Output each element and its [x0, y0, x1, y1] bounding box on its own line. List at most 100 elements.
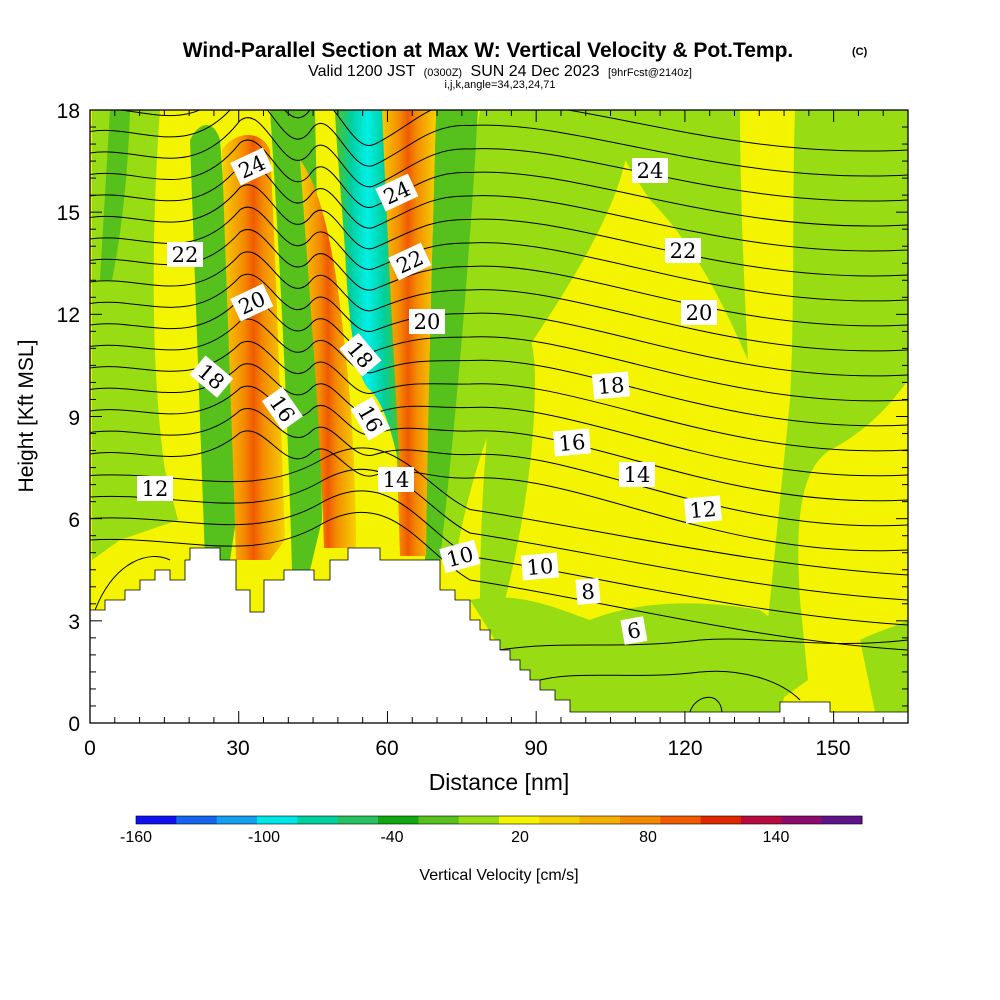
colorbar-tick-labels: -160 -100 -40 20 80 140 [120, 829, 789, 846]
contour-label: 16 [552, 428, 591, 457]
colorbar-swatch [499, 816, 540, 824]
contour-label-box [261, 386, 303, 431]
colorbar-swatch [539, 816, 581, 824]
theta-contour [90, 184, 908, 277]
weak-velocity-region [760, 110, 908, 700]
x-tick-label: 90 [524, 737, 547, 760]
x-tick-label: 120 [667, 737, 702, 760]
colorbar-tick-label: 140 [763, 829, 790, 846]
contour-label-box [591, 371, 630, 400]
updraft-region [380, 110, 436, 556]
plot-area [90, 110, 908, 723]
x-tick-label: 0 [84, 737, 96, 760]
colorbar-swatch [418, 816, 460, 824]
contour-label: 10 [520, 552, 559, 581]
contour-label-text: 8 [580, 579, 595, 604]
contour-label-box [665, 238, 701, 263]
theta-contour [90, 385, 908, 502]
y-tick-label: 3 [68, 611, 80, 634]
colorbar-swatch [458, 816, 500, 824]
contour-label-box [619, 462, 655, 487]
updraft-region [222, 135, 285, 560]
chart-subtitle-indices: i,j,k,angle=34,23,24,71 [444, 79, 555, 91]
terrain-mask [90, 547, 908, 723]
contour-label-text: 14 [383, 468, 410, 492]
x-tick-label: 60 [375, 737, 398, 760]
y-tick-labels: 0 3 6 9 12 15 18 [57, 100, 80, 736]
contour-label-box [230, 147, 274, 186]
contour-label: 14 [619, 462, 655, 487]
contour-label-box [378, 467, 414, 492]
contour-label-box [520, 552, 559, 581]
x-tick-label: 30 [226, 737, 249, 760]
contour-label-box [350, 396, 391, 441]
theta-contour [90, 110, 908, 152]
contour-label-box [137, 476, 173, 501]
colorbar-swatch [216, 816, 258, 824]
colorbar-swatch [781, 816, 823, 824]
contour-label-text: 10 [526, 554, 555, 580]
contour-label-text: 24 [637, 159, 664, 183]
colorbar-tick-label: 80 [639, 829, 657, 846]
colorbar-swatch [821, 816, 863, 824]
colorbar-tick-label: -160 [120, 829, 152, 846]
colorbar-tick-label: 20 [511, 829, 529, 846]
contour-label-box [230, 283, 274, 322]
chart-title-block: Wind-Parallel Section at Max W: Vertical… [183, 39, 868, 91]
colorbar-swatch [579, 816, 621, 824]
y-axis-label: Height [Kft MSL] [15, 340, 38, 493]
colorbar-swatch [378, 816, 419, 824]
colorbar-label: Vertical Velocity [cm/s] [419, 867, 578, 884]
contour-label: 24 [632, 158, 668, 183]
contour-label-text: 12 [689, 497, 718, 523]
contour-label-box [439, 539, 481, 574]
colorbar-swatch [297, 816, 339, 824]
contour-label: 12 [683, 495, 722, 524]
theta-contour [90, 430, 908, 552]
contour-label: 20 [409, 309, 445, 334]
y-tick-label: 15 [57, 202, 80, 225]
contour-label: 14 [378, 467, 414, 492]
y-tick-label: 0 [68, 713, 80, 736]
axis-ticks [89, 109, 909, 724]
contour-label-box [167, 242, 203, 267]
contour-label-text: 6 [625, 618, 642, 644]
contour-label-box [339, 332, 382, 377]
theta-contour [90, 162, 908, 252]
contour-label: 8 [575, 578, 601, 605]
colorbar-swatch [700, 816, 742, 824]
colorbar-swatch [176, 816, 218, 824]
chart-title: Wind-Parallel Section at Max W: Vertical… [183, 39, 794, 62]
theta-contour [499, 638, 908, 651]
colorbar-tick-label: -100 [248, 829, 280, 846]
contour-label-box [189, 355, 234, 398]
contour-label-box [388, 242, 432, 281]
contour-label: 18 [591, 371, 630, 400]
colorbar-swatch [620, 816, 661, 824]
contour-label-box [575, 578, 601, 605]
theta-contour [90, 340, 908, 452]
contour-label-text: 18 [597, 373, 626, 399]
colorbar [135, 815, 863, 825]
contour-label: 12 [137, 476, 173, 501]
colorbar-swatch [741, 816, 782, 824]
colorbar-tick-label: -40 [380, 829, 403, 846]
contour-label: 22 [665, 238, 701, 263]
downdraft-region [190, 125, 236, 560]
theta-contour [90, 117, 908, 202]
contour-labels: 2422201816122422201816141024222018161412… [137, 147, 722, 645]
y-tick-label: 12 [57, 304, 80, 327]
y-tick-label: 6 [68, 509, 80, 532]
contour-label-box [681, 300, 717, 325]
contour-label: 6 [620, 616, 648, 645]
contour-label: 22 [167, 242, 203, 267]
colorbar-swatch [136, 816, 177, 824]
contour-label-box [632, 158, 668, 183]
contour-label-box [683, 495, 722, 524]
contour-label-text: 22 [670, 239, 697, 263]
x-tick-label: 150 [815, 737, 850, 760]
weak-velocity-region [430, 110, 640, 560]
theta-contour [90, 468, 908, 601]
contour-label-text: 16 [558, 430, 587, 456]
